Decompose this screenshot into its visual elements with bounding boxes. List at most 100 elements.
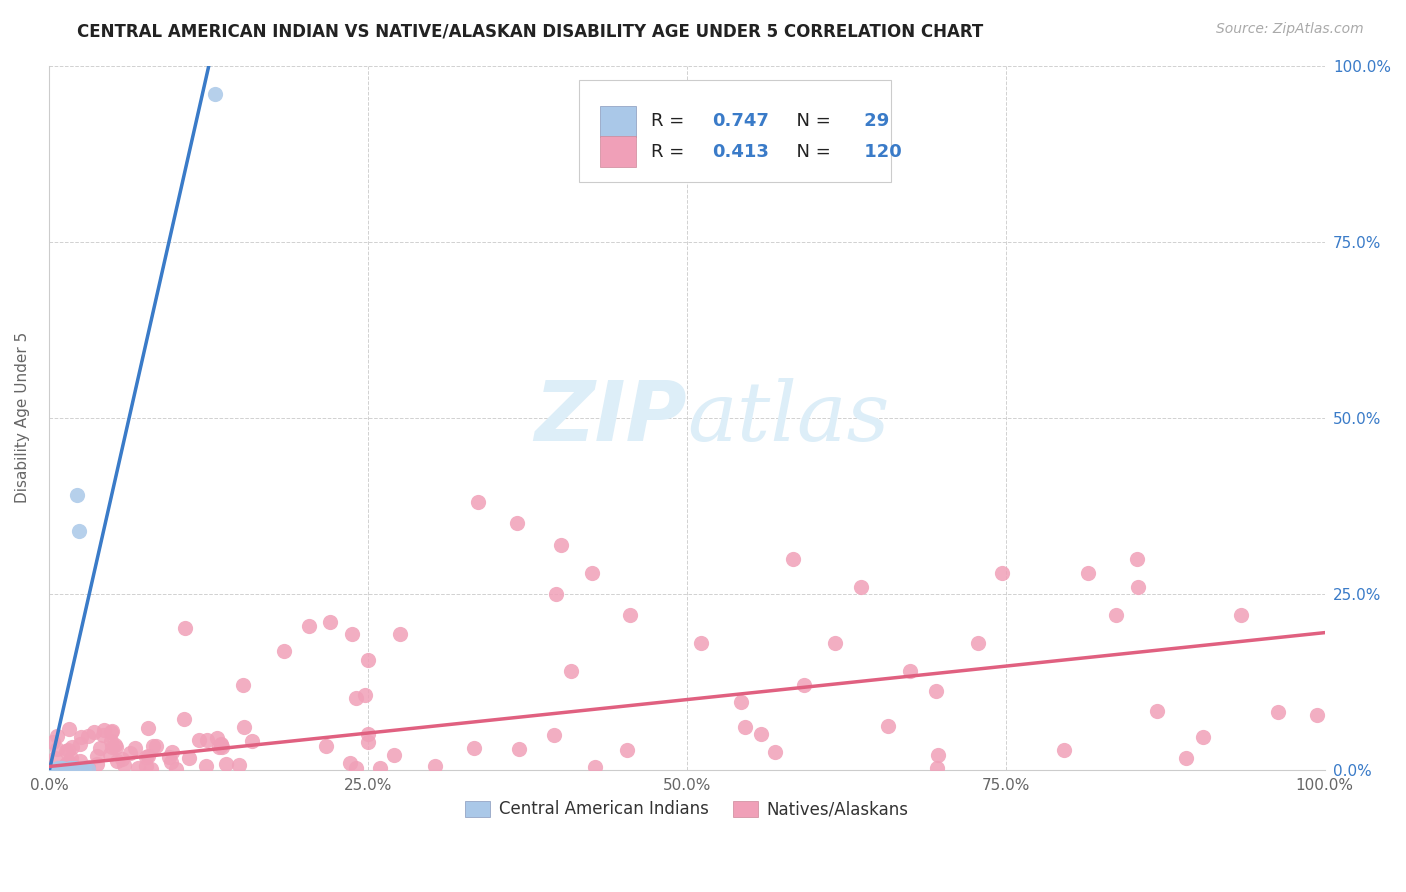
Point (344, 760, 367, 774)
Point (60, 761, 83, 775)
Point (160, 755, 183, 769)
Point (60, 762, 83, 776)
Point (111, 751, 134, 765)
Point (463, 741, 485, 756)
Point (101, 723, 124, 738)
Point (70, 762, 93, 776)
Point (60, 759, 83, 773)
Point (124, 740, 146, 755)
Point (209, 737, 232, 751)
Point (46, 729, 69, 743)
Point (506, 516, 529, 531)
Point (340, 627, 363, 641)
Point (70, 730, 93, 744)
Point (734, 720, 756, 734)
Point (89, 741, 111, 756)
Point (195, 759, 218, 773)
Point (48, 762, 70, 776)
Point (232, 678, 254, 692)
Point (1077, 566, 1099, 580)
Point (209, 739, 232, 753)
Point (138, 749, 160, 764)
Point (58, 755, 80, 769)
Point (91, 728, 114, 742)
Point (44, 750, 66, 764)
Point (898, 665, 921, 679)
Point (550, 538, 572, 552)
Point (58, 722, 80, 736)
Point (127, 761, 149, 775)
Point (967, 636, 990, 650)
Point (357, 653, 380, 667)
Point (55, 762, 77, 776)
Point (544, 587, 567, 601)
Point (339, 756, 361, 771)
Text: R =: R = (651, 112, 690, 130)
Point (100, 747, 122, 762)
Point (1126, 551, 1149, 566)
Point (58, 743, 80, 757)
Legend: Central American Indians, Natives/Alaskans: Central American Indians, Natives/Alaska… (458, 794, 915, 825)
Point (49, 762, 72, 776)
Point (145, 739, 167, 754)
Point (1267, 706, 1289, 720)
Point (86, 748, 108, 763)
Point (543, 728, 565, 742)
Point (583, 760, 606, 774)
Point (173, 712, 195, 726)
Point (135, 759, 157, 773)
Point (298, 618, 321, 632)
Point (58, 762, 80, 776)
Point (76, 760, 98, 774)
Point (319, 615, 342, 629)
Point (69, 754, 91, 768)
Point (1105, 607, 1128, 622)
Point (142, 739, 165, 753)
Point (101, 739, 124, 754)
Point (382, 748, 405, 763)
Point (45, 762, 67, 776)
Point (233, 720, 256, 734)
Point (56, 762, 79, 776)
Point (1126, 580, 1149, 594)
Point (52, 762, 75, 776)
Point (208, 739, 231, 754)
Point (368, 761, 391, 775)
Point (73, 761, 96, 775)
Point (389, 627, 412, 641)
Point (793, 678, 815, 692)
Text: 120: 120 (858, 143, 901, 161)
Point (48, 762, 70, 776)
Text: 0.413: 0.413 (713, 143, 769, 161)
Point (69, 738, 91, 752)
Point (59, 751, 82, 765)
Point (730, 695, 752, 709)
Point (65, 762, 87, 776)
FancyBboxPatch shape (600, 106, 636, 136)
Point (581, 566, 603, 580)
Point (60, 739, 83, 754)
Text: R =: R = (651, 143, 690, 161)
Point (690, 636, 713, 650)
Point (204, 87, 226, 101)
Point (86, 756, 108, 771)
Point (273, 644, 295, 658)
Point (824, 636, 846, 650)
Point (354, 688, 377, 702)
Point (77, 729, 100, 743)
Point (344, 690, 367, 705)
Point (141, 762, 163, 776)
Point (228, 758, 250, 772)
Point (174, 621, 197, 635)
Point (177, 751, 200, 765)
Point (467, 495, 489, 509)
Point (55, 757, 77, 772)
Point (165, 762, 187, 776)
Point (135, 749, 157, 764)
Point (925, 683, 948, 698)
Point (63, 761, 86, 775)
Point (46, 762, 69, 776)
Point (67, 524, 90, 538)
Point (849, 580, 872, 594)
Point (560, 665, 582, 679)
